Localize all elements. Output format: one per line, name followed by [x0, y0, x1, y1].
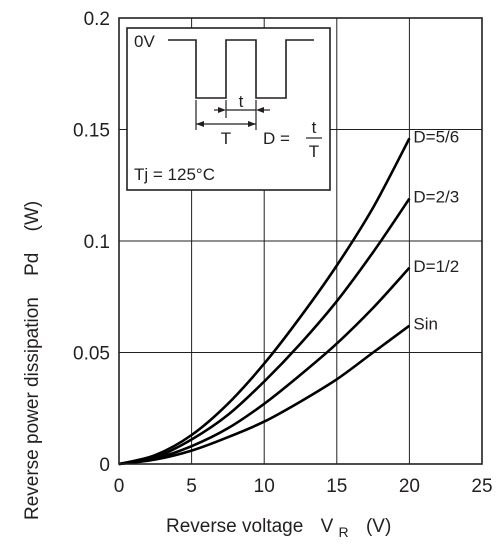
inset-duty-numerator: t [312, 118, 317, 137]
inset-T-arrow-right [248, 121, 256, 127]
x-tick-label: 20 [399, 476, 420, 497]
series-label: D=1/2 [413, 257, 459, 276]
y-tick-label: 0.1 [84, 232, 110, 253]
y-axis-label-unit: (W) [22, 201, 43, 232]
x-axis-label: Reverse voltage V R (V) [166, 516, 391, 542]
inset-waveform: 0V t T D = t T Tj = 125°C [126, 27, 331, 191]
y-axis-label-symbol: Pd [22, 253, 43, 276]
inset-T-arrow-left [196, 121, 204, 127]
inset-box [126, 27, 331, 191]
y-tick-label: 0.15 [73, 121, 110, 142]
x-axis-label-text: Reverse voltage [166, 516, 303, 537]
inset-zero-label: 0V [134, 32, 155, 51]
x-tick-labels: 0 5 10 15 20 25 [114, 476, 493, 497]
series-label: D=2/3 [413, 188, 459, 207]
inset-T-label: T [221, 129, 231, 148]
y-axis-label: Reverse power dissipation Pd (W) [22, 201, 43, 520]
inset-pulse-wave [168, 39, 314, 99]
y-tick-label: 0.05 [73, 344, 110, 365]
curves [118, 137, 411, 466]
x-tick-label: 5 [186, 476, 197, 497]
inset-t-arrow-left [256, 107, 264, 113]
series-label: D=5/6 [413, 127, 459, 146]
y-tick-labels: 0 0.05 0.1 0.15 0.2 [73, 9, 110, 476]
x-tick-label: 15 [326, 476, 347, 497]
x-axis-label-subscript: R [339, 524, 349, 540]
plot-frame [118, 17, 483, 465]
y-axis-label-text: Reverse power dissipation [22, 297, 43, 520]
y-tick-label: 0.2 [84, 9, 110, 30]
inset-t-arrow-right [218, 107, 226, 113]
series-line [118, 324, 411, 466]
inset-t-label: t [239, 92, 244, 111]
x-tick-label: 25 [471, 476, 492, 497]
x-axis-label-unit: (V) [366, 516, 391, 537]
curve-labels: D=5/6 D=2/3 D=1/2 Sin [413, 127, 459, 333]
x-tick-label: 0 [114, 476, 125, 497]
series-label: Sin [413, 315, 438, 334]
y-tick-label: 0 [99, 455, 110, 476]
inset-duty-denominator: T [309, 142, 319, 161]
series-line [118, 137, 411, 466]
series-line [118, 266, 411, 466]
x-tick-label: 10 [254, 476, 275, 497]
inset-duty-label: D = [263, 129, 290, 148]
series-line [118, 197, 411, 466]
inset-temp-label: Tj = 125°C [134, 165, 215, 184]
x-axis-label-symbol: V [321, 516, 334, 537]
